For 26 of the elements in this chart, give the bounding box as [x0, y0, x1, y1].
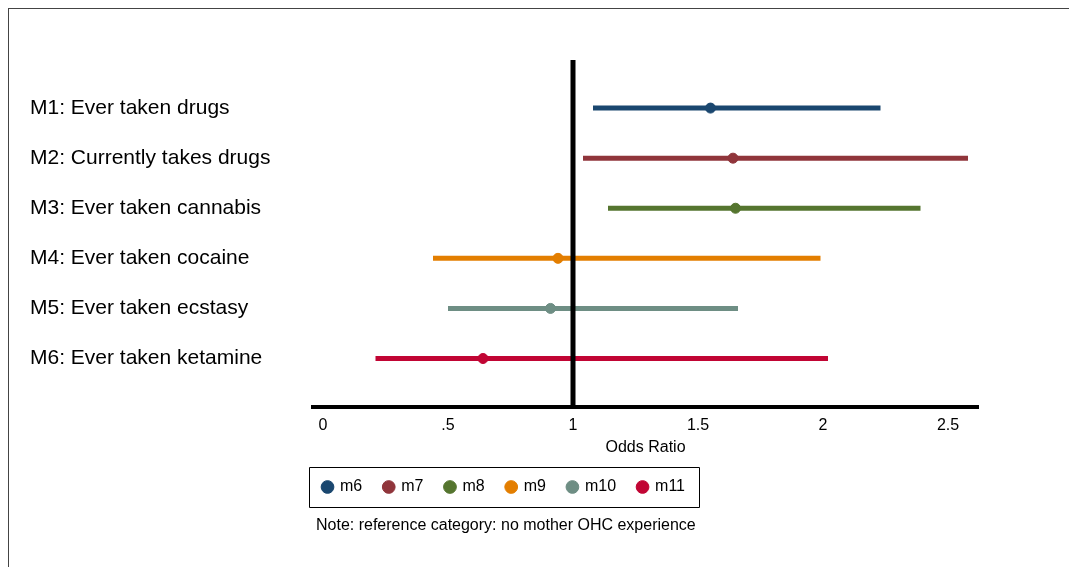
legend-label: m6 — [340, 477, 363, 495]
y-tick-label: M4: Ever taken cocaine — [30, 245, 250, 269]
y-tick-label: M6: Ever taken ketamine — [30, 345, 263, 369]
point — [552, 252, 564, 264]
legend-label: m9 — [523, 477, 547, 495]
point — [705, 102, 716, 114]
x-tick-label: 2 — [818, 415, 828, 433]
point — [727, 152, 739, 164]
x-tick-label: 1 — [568, 415, 578, 433]
point — [477, 353, 489, 365]
legend-label: m8 — [462, 477, 485, 495]
point — [545, 302, 556, 314]
y-tick-label: M2: Currently takes drugs — [30, 144, 271, 168]
y-tick-label: M3: Ever taken cannabis — [30, 195, 262, 219]
x-tick-label: 0 — [318, 415, 328, 433]
legend-label: m11 — [655, 477, 686, 495]
x-axis-title: Odds Ratio — [605, 437, 686, 455]
y-tick-label: M1: Ever taken drugs — [30, 94, 230, 118]
text: Note: reference category: no mother OHC experience — [316, 516, 696, 533]
y-tick-label: M5: Ever taken ecstasy — [30, 295, 249, 319]
x-tick-label: 2.5 — [936, 415, 960, 433]
legend-label: m10 — [584, 477, 617, 495]
x-tick-label: .5 — [441, 415, 455, 433]
point — [730, 202, 741, 214]
x-tick-label: 1.5 — [686, 415, 710, 433]
legend-label: m7 — [401, 477, 424, 495]
